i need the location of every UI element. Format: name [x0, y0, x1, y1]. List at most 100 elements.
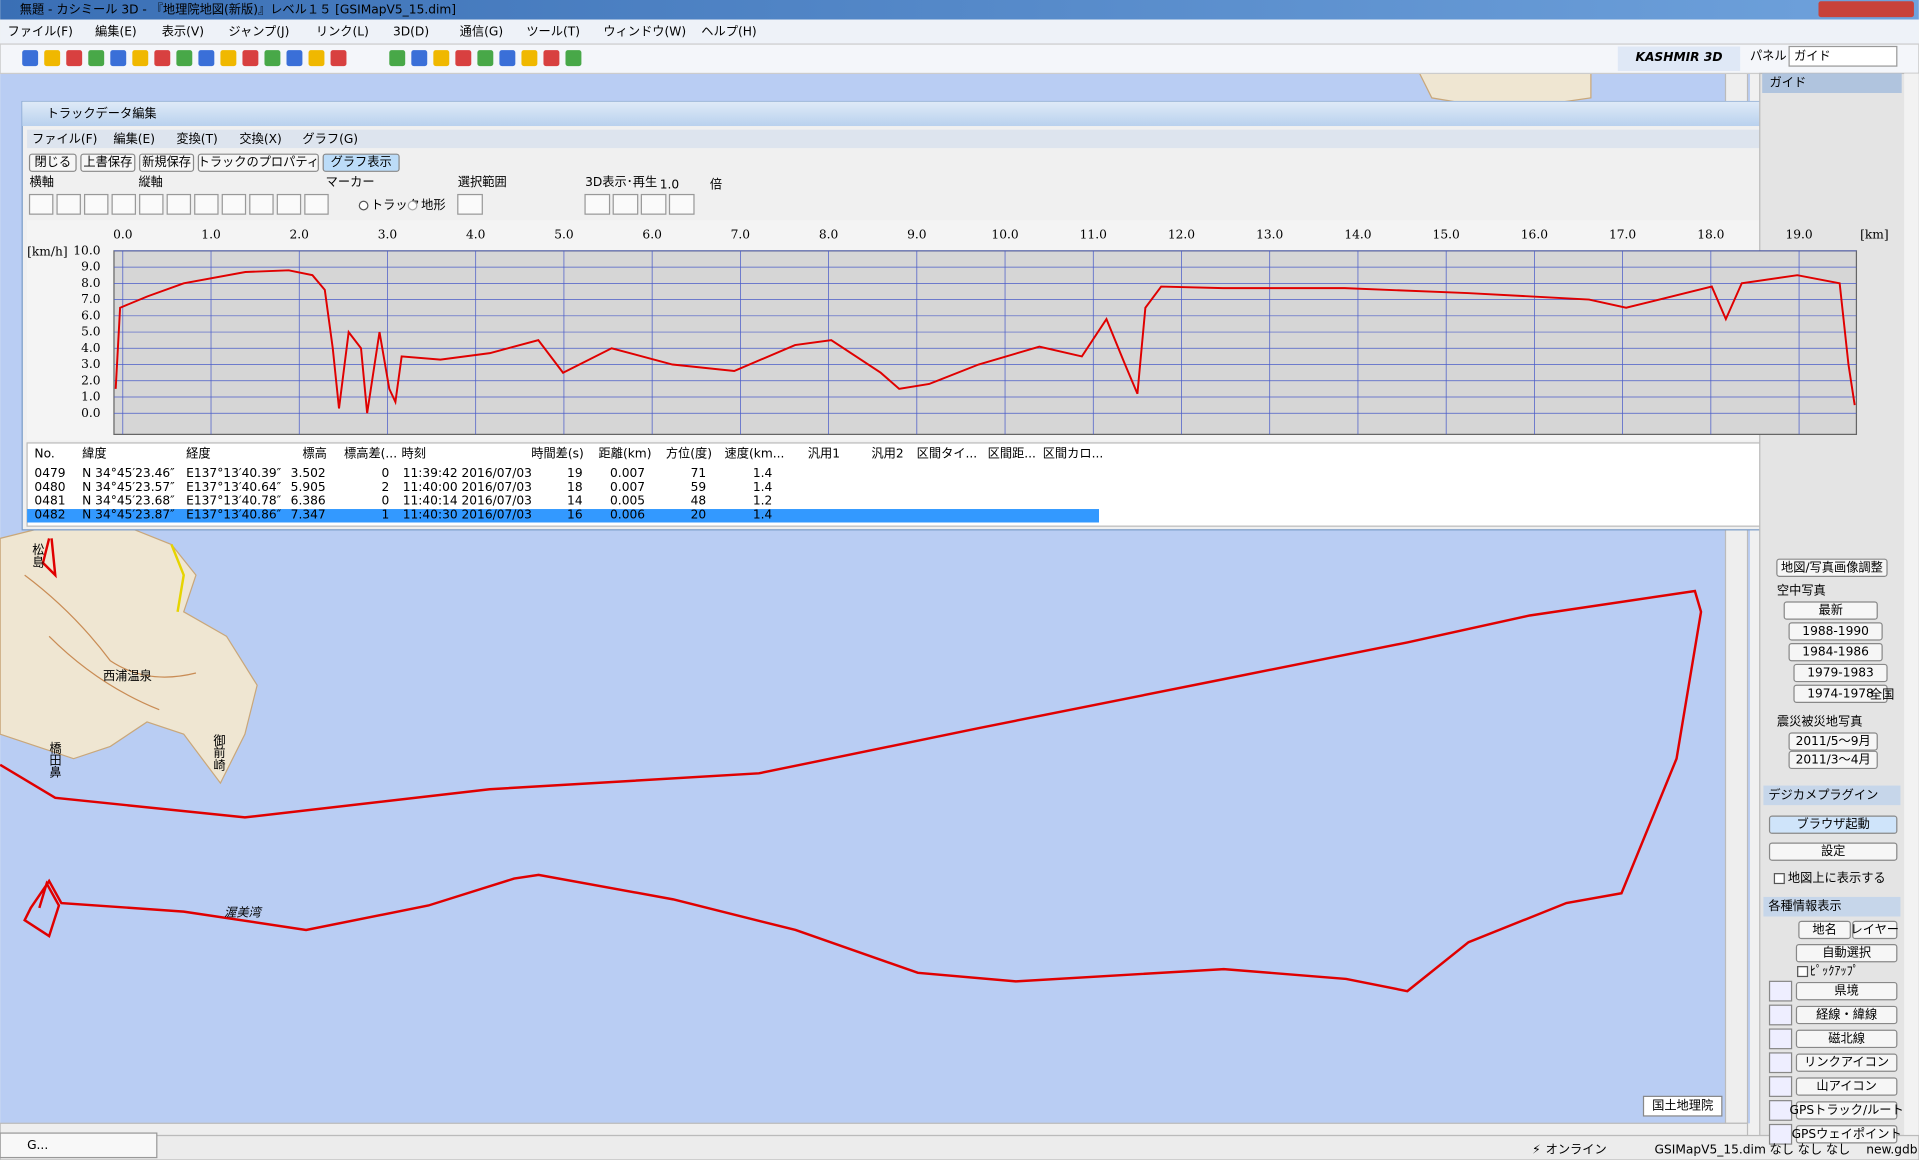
graph-tool[interactable] [56, 193, 81, 215]
graph-tool[interactable] [139, 193, 164, 215]
column-header[interactable]: 標高差(... [344, 445, 397, 460]
tool-icon[interactable] [242, 50, 259, 67]
tool-icon[interactable] [308, 50, 325, 67]
panel-button-frame[interactable] [1788, 643, 1883, 662]
column-header[interactable]: 汎用2 [871, 446, 903, 460]
tool-icon[interactable] [66, 50, 83, 67]
menu-item[interactable]: ファイル(F) [8, 24, 73, 38]
panel-button-frame[interactable] [1795, 981, 1898, 1001]
column-header[interactable]: 時刻 [402, 446, 426, 460]
checkbox[interactable] [1797, 966, 1809, 978]
tool-icon[interactable] [543, 50, 560, 67]
panel-button-frame[interactable] [1788, 622, 1883, 641]
panel-select[interactable] [1788, 45, 1898, 67]
panel-button[interactable]: 山アイコン [1816, 1079, 1876, 1093]
panel-button-frame[interactable] [1768, 842, 1898, 861]
column-header[interactable]: 標高 [302, 445, 326, 460]
tool-icon[interactable] [433, 50, 450, 67]
graph-tool[interactable] [249, 193, 274, 215]
menu-item[interactable]: ファイル(F) [32, 132, 97, 146]
play-tool[interactable] [640, 193, 667, 215]
play-tool[interactable] [612, 193, 639, 215]
tool-icon[interactable] [565, 50, 582, 67]
tool-icon[interactable] [264, 50, 281, 67]
play-tool[interactable] [584, 193, 611, 215]
toolbar-button[interactable]: 上書保存 [83, 155, 132, 169]
task-label[interactable]: G... [27, 1138, 48, 1152]
radio-label[interactable]: 地形 [421, 198, 445, 212]
menu-item[interactable]: グラフ(G) [302, 132, 358, 146]
tool-icon[interactable] [198, 50, 215, 67]
panel-button-frame[interactable] [1795, 1053, 1898, 1072]
column-header[interactable]: No. [34, 446, 54, 460]
tool-icon[interactable] [220, 50, 237, 67]
panel-button[interactable]: 設定 [1821, 843, 1845, 858]
graph-tool[interactable] [194, 193, 219, 215]
panel-button[interactable]: GPSウェイポイント [1792, 1127, 1902, 1141]
tool-icon[interactable] [411, 50, 428, 67]
panel-button[interactable]: 1984-1986 [1802, 645, 1869, 659]
panel-button-frame[interactable] [1795, 1005, 1898, 1025]
panel-button[interactable]: GPSトラック/ルート [1790, 1103, 1904, 1117]
panel-button[interactable]: 1979-1983 [1807, 665, 1874, 679]
panel-button-frame[interactable] [1798, 920, 1851, 940]
tool-icon[interactable] [286, 50, 303, 67]
menu-item[interactable]: 3D(D) [393, 24, 429, 38]
panel-button[interactable]: 2011/5～9月 [1796, 734, 1871, 748]
panel-button-frame[interactable] [1795, 1029, 1898, 1049]
column-header[interactable]: 区間タイ... [917, 446, 978, 460]
panel-select-frame[interactable] [1795, 944, 1898, 963]
graph-tool[interactable] [221, 193, 247, 215]
side-scrollbar[interactable] [1904, 73, 1919, 1136]
marker-tool[interactable] [457, 193, 483, 215]
panel-button-frame[interactable] [1768, 815, 1898, 834]
tool-icon[interactable] [22, 50, 39, 67]
toolbar-button[interactable]: 閉じる [34, 155, 71, 169]
tool-icon[interactable] [330, 50, 347, 67]
map-hscrollbar[interactable] [0, 1122, 1749, 1137]
graph-tool[interactable] [166, 193, 192, 215]
graph-tool[interactable] [83, 193, 109, 215]
menu-item[interactable]: ヘルプ(H) [701, 24, 756, 38]
tool-icon[interactable] [110, 50, 127, 67]
panel-button-frame[interactable] [1793, 684, 1888, 703]
panel-button-frame[interactable] [1783, 601, 1878, 620]
tool-icon[interactable] [499, 50, 516, 67]
toolbar-button-frame[interactable] [139, 153, 195, 172]
panel-button[interactable]: 1974-1978 [1807, 686, 1874, 700]
panel-button[interactable]: 経線・緯線 [1816, 1007, 1877, 1022]
panel-button-frame[interactable] [1795, 1077, 1898, 1096]
tool-icon[interactable] [389, 50, 406, 67]
tool-icon[interactable] [521, 50, 538, 67]
panel-select-value[interactable]: ガイド [1794, 49, 1831, 63]
tool-icon[interactable] [477, 50, 494, 67]
toolbar-button[interactable]: グラフ表示 [331, 155, 392, 169]
checkbox[interactable] [1773, 873, 1785, 885]
panel-button[interactable]: 地図/写真画像調整 [1781, 559, 1883, 574]
menu-item[interactable]: 編集(E) [95, 23, 137, 38]
menu-item[interactable]: ウィンドウ(W) [603, 24, 686, 38]
checkbox-label[interactable]: 地図上に表示する [1788, 871, 1886, 885]
menu-item[interactable]: 編集(E) [113, 131, 155, 146]
panel-button[interactable]: 磁北線 [1828, 1030, 1865, 1045]
column-header[interactable]: 経度 [186, 445, 210, 460]
column-header[interactable]: 区間距... [988, 446, 1036, 460]
panel-button-frame[interactable] [1788, 732, 1878, 751]
menu-item[interactable]: 交換(X) [239, 131, 281, 146]
toolbar-button[interactable]: 新規保存 [142, 154, 191, 169]
tool-icon[interactable] [176, 50, 193, 67]
graph-tool[interactable] [111, 193, 136, 215]
selected-row[interactable] [27, 509, 1099, 523]
panel-button[interactable]: 最新 [1819, 602, 1843, 617]
tool-icon[interactable] [455, 50, 472, 67]
playback-speed[interactable]: 1.0 [660, 177, 679, 191]
toolbar-button-frame[interactable] [80, 153, 136, 172]
column-header[interactable]: 速度(km... [725, 445, 785, 460]
menu-item[interactable]: ツール(T) [526, 24, 580, 38]
panel-button[interactable]: 県境 [1834, 983, 1858, 998]
task-button[interactable] [0, 1132, 158, 1159]
panel-button[interactable]: ブラウザ起動 [1797, 816, 1870, 831]
radio-label[interactable]: トラック [371, 198, 420, 212]
radio[interactable] [358, 200, 369, 211]
graph-tool[interactable] [276, 193, 302, 215]
